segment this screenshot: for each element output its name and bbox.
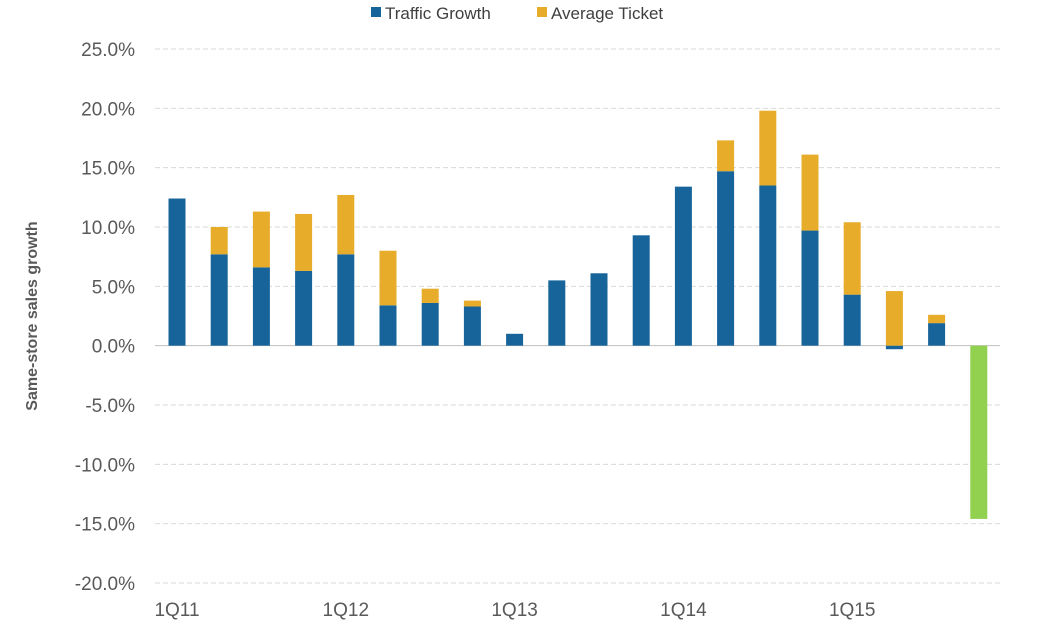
y-axis-title: Same-store sales growth: [24, 221, 41, 410]
legend-swatch-traffic-growth: [371, 7, 381, 17]
y-tick-label: 5.0%: [92, 277, 135, 298]
bar-traffic-growth-1Q13: [506, 333, 524, 346]
bar-traffic-growth-1Q12: [337, 254, 355, 346]
bar-traffic-growth-3Q15: [928, 323, 946, 346]
bar-traffic-growth-4Q13: [632, 235, 650, 346]
x-axis: 1Q11 1Q12 1Q13 1Q14 1Q15: [154, 600, 875, 621]
y-tick-label: 0.0%: [92, 337, 135, 358]
bar-average-ticket-3Q14: [759, 110, 777, 186]
bar-traffic-growth-4Q14: [801, 230, 819, 346]
bar-average-ticket-4Q12: [463, 300, 481, 307]
bar-average-ticket-3Q12: [421, 288, 439, 303]
y-axis: 25.0% 20.0% 15.0% 10.0% 5.0% 0.0% -5.0% -10.0% -…: [75, 40, 135, 595]
y-tick-label: 20.0%: [81, 99, 135, 120]
bar-traffic-growth-2Q13: [548, 280, 566, 346]
bar-traffic-growth-2Q14: [717, 171, 735, 346]
bar-traffic-growth-2Q11: [210, 254, 228, 346]
bar-traffic-growth-1Q11: [168, 198, 186, 346]
legend-label-average-ticket: Average Ticket: [551, 4, 663, 23]
x-tick-label: 1Q13: [491, 600, 537, 621]
bar-traffic-growth-1Q15: [843, 294, 861, 346]
x-tick-label: 1Q15: [829, 600, 875, 621]
bar-traffic-growth-2Q15: [885, 345, 903, 350]
legend: Traffic Growth Average Ticket: [371, 4, 663, 23]
y-tick-label: 10.0%: [81, 218, 135, 239]
y-tick-label: 15.0%: [81, 159, 135, 180]
bar-traffic-growth-1Q14: [674, 186, 692, 346]
bar-traffic-growth-3Q11: [252, 267, 270, 346]
bar-traffic-growth-2Q12: [379, 305, 397, 346]
y-tick-label: -20.0%: [75, 574, 135, 595]
bars: [168, 110, 988, 519]
y-tick-label: 25.0%: [81, 40, 135, 61]
bar-average-ticket-2Q14: [717, 140, 735, 172]
x-tick-label: 1Q14: [660, 600, 707, 621]
y-tick-label: -10.0%: [75, 455, 135, 476]
legend-label-traffic-growth: Traffic Growth: [385, 4, 491, 23]
gridlines: [155, 48, 1000, 584]
bar-traffic-growth-4Q12: [463, 306, 481, 346]
x-tick-label: 1Q12: [323, 600, 369, 621]
bar-average-ticket-2Q11: [210, 227, 228, 255]
x-tick-label: 1Q11: [154, 600, 199, 621]
bar-average-ticket-3Q11: [252, 211, 270, 268]
bar-average-ticket-2Q15: [885, 291, 903, 346]
bar-average-ticket-1Q12: [337, 194, 355, 255]
legend-swatch-average-ticket: [537, 7, 547, 17]
y-tick-label: -5.0%: [85, 396, 135, 417]
bar-series-2-4Q15: [970, 345, 988, 519]
bar-average-ticket-1Q15: [843, 222, 861, 295]
bar-traffic-growth-3Q13: [590, 273, 608, 346]
bar-average-ticket-4Q14: [801, 154, 819, 231]
bar-traffic-growth-3Q14: [759, 185, 777, 346]
bar-traffic-growth-3Q12: [421, 302, 439, 346]
bar-traffic-growth-4Q11: [295, 270, 313, 346]
bar-average-ticket-2Q12: [379, 250, 397, 306]
bar-average-ticket-4Q11: [295, 213, 313, 271]
y-tick-label: -15.0%: [75, 515, 135, 536]
bar-average-ticket-3Q15: [928, 314, 946, 324]
